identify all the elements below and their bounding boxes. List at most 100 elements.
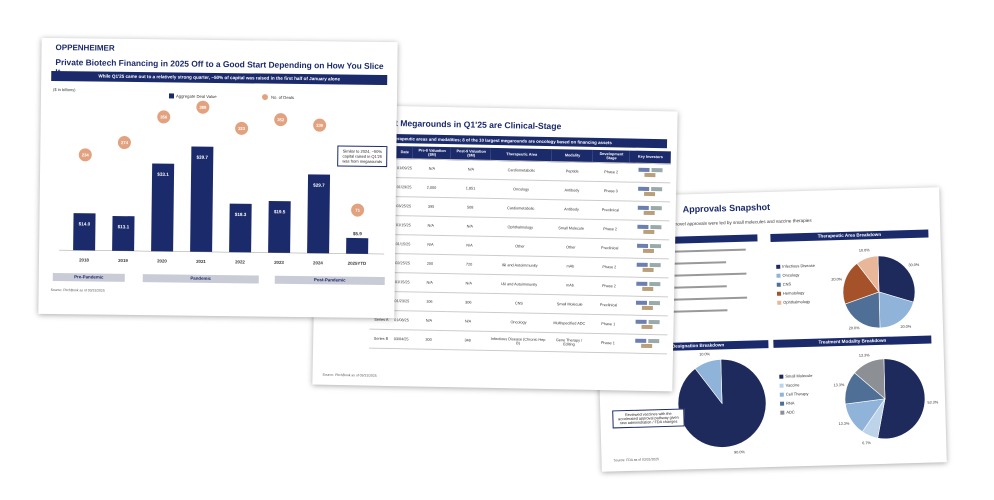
table-cell: 01/15/25 (393, 272, 411, 292)
deal-count: 71 (355, 208, 360, 213)
footnote: Source: PitchBook as of 03/31/2025 (322, 372, 377, 378)
x-tick-label: 2019 (118, 258, 128, 263)
slice-label: 53.3% (927, 400, 938, 404)
legend-label: Small Molecule (785, 373, 813, 379)
legend-swatch (777, 300, 782, 305)
table-cell: Phase 1 (589, 314, 627, 335)
investor-logo (637, 224, 649, 229)
investor-logo (641, 305, 654, 311)
period-label: Post-Pandemic (274, 275, 385, 286)
table-cell: 300 (409, 329, 448, 350)
value-label: $5.9 (353, 231, 362, 236)
table-cell: 01/15/25 (394, 215, 412, 235)
table-cell: Phase 2 (590, 276, 628, 297)
investor-logo (650, 205, 662, 211)
table-cell: 03/04/25 (392, 329, 410, 349)
table-cell: Phase 2 (590, 257, 629, 278)
column-header: Modality (552, 149, 594, 163)
investor-logos (628, 201, 670, 221)
pie-slice (856, 255, 880, 293)
table-cell: 2,000 (412, 177, 451, 198)
pie-slice (877, 358, 926, 440)
table-cell: Phase 1 (589, 333, 627, 354)
deal-count: 352 (277, 117, 285, 122)
slide-title: Approvals Snapshot (682, 201, 771, 215)
table-cell: Small Molecule (550, 218, 592, 239)
table-cell: N/A (449, 235, 490, 256)
intro-text: In Q1'25, novel approvals were led by sm… (654, 217, 812, 228)
table-cell: I&I and Autoimmunity (488, 255, 551, 276)
table-cell: Multispecified ADC (548, 313, 590, 334)
table-cell: mAb (549, 275, 591, 296)
legend-label: Aggregate Deal Value (176, 94, 217, 100)
legend-swatch (168, 93, 175, 99)
value-label: $29.7 (313, 183, 325, 188)
table-cell: Infectious Disease (Chronic Hep B) (487, 331, 549, 352)
investor-logos (626, 296, 669, 316)
investor-logo (651, 167, 663, 173)
legend-swatch (779, 374, 784, 379)
investor-logo (649, 262, 661, 268)
period-label: Pre-Pandemic (52, 272, 125, 282)
legend-label: Infectious Disease (782, 263, 816, 269)
table-cell: 306 (448, 292, 489, 313)
investor-logo (635, 281, 647, 286)
investor-logos (628, 220, 670, 240)
investor-logo (643, 248, 655, 254)
investor-logo (648, 300, 660, 306)
table-cell: I&I and Autoimmunity (488, 274, 550, 295)
deal-bubble (274, 113, 288, 127)
legend-swatch (261, 94, 268, 101)
footnote: Source: FDA as of 03/31/2025 (613, 457, 660, 463)
legend-label: No. of Deals (271, 95, 294, 100)
table-cell: 720 (448, 254, 490, 275)
table-cell: Cardiometabolic (490, 160, 553, 181)
callout: Similar to 2024, ~50% capital raised in … (337, 145, 388, 168)
investor-logos (627, 258, 669, 278)
investor-logo (641, 324, 653, 330)
investor-logo (634, 338, 646, 343)
deal-bubble (196, 100, 210, 114)
pie-slice (877, 255, 916, 303)
bar (112, 215, 135, 251)
table-cell: Other (550, 237, 592, 258)
column-header: Date (396, 146, 414, 159)
table-cell: 01/08/25 (392, 310, 411, 330)
table-cell: mAb (549, 256, 591, 277)
table-cell: 02/25/25 (394, 253, 412, 273)
investor-logo (642, 267, 654, 273)
investor-logo (635, 319, 647, 324)
value-label: $18.3 (235, 212, 247, 217)
table-cell: 200 (410, 253, 450, 274)
bar (346, 237, 369, 254)
investor-logo (648, 281, 660, 287)
bar (307, 174, 331, 254)
table-cell: N/A (447, 311, 489, 332)
slice-label: 13.3% (839, 422, 850, 426)
table-cell: Cardiometabolic (490, 198, 552, 219)
investor-logo (638, 167, 650, 172)
deal-bubble (351, 203, 365, 217)
table-cell: Series B (369, 329, 393, 349)
pie-slice (878, 291, 914, 329)
deal-count: 356 (160, 114, 168, 119)
investor-logo (636, 243, 648, 248)
column-header: Pre-$ Valuation ($M) (413, 146, 452, 160)
bar (190, 146, 214, 252)
table-cell: 01/15/25 (394, 234, 412, 254)
value-label: $33.1 (157, 172, 169, 177)
table-cell: N/A (450, 159, 492, 180)
legend-swatch (780, 401, 785, 406)
legend-swatch (780, 410, 785, 415)
slice-label: 20.0% (831, 277, 842, 281)
table-cell: Preclinical (590, 238, 629, 259)
section-header: Therapeutic Area Breakdown (770, 229, 929, 242)
value-label: $19.5 (274, 209, 286, 214)
table-cell: Phase 2 (592, 162, 630, 183)
column-header: Therapeutic Area (491, 147, 553, 162)
x-tick-label: 2023 (274, 260, 284, 265)
legend-swatch (776, 264, 781, 269)
table-cell: CNS (488, 293, 550, 314)
investor-logos (626, 334, 668, 354)
